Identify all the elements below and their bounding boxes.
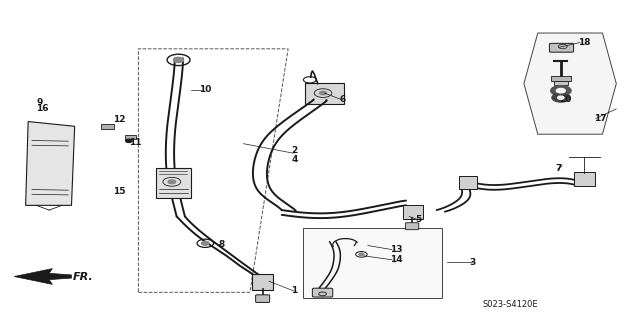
Circle shape	[125, 139, 132, 142]
FancyBboxPatch shape	[554, 81, 568, 85]
Text: 20: 20	[559, 95, 572, 104]
Text: 3: 3	[470, 258, 476, 267]
Text: 17: 17	[594, 114, 607, 123]
Text: S023-S4120E: S023-S4120E	[483, 300, 538, 309]
FancyBboxPatch shape	[573, 173, 595, 186]
FancyBboxPatch shape	[252, 274, 273, 290]
Text: 6: 6	[339, 95, 346, 104]
Text: FR.: FR.	[73, 271, 93, 281]
Polygon shape	[26, 122, 75, 205]
Circle shape	[173, 57, 184, 63]
Text: 10: 10	[199, 85, 211, 94]
FancyBboxPatch shape	[405, 223, 419, 230]
Text: 15: 15	[113, 187, 125, 196]
Circle shape	[556, 88, 565, 93]
Text: 9: 9	[36, 98, 43, 107]
FancyBboxPatch shape	[303, 228, 442, 298]
Text: 13: 13	[390, 245, 403, 254]
FancyBboxPatch shape	[156, 168, 191, 198]
FancyBboxPatch shape	[101, 124, 114, 129]
FancyBboxPatch shape	[550, 76, 571, 81]
FancyBboxPatch shape	[459, 176, 477, 189]
Circle shape	[550, 85, 571, 96]
Circle shape	[557, 96, 564, 99]
Text: 14: 14	[390, 255, 403, 264]
FancyBboxPatch shape	[549, 43, 573, 52]
FancyBboxPatch shape	[305, 83, 344, 104]
Text: 12: 12	[113, 115, 125, 124]
FancyBboxPatch shape	[403, 205, 423, 219]
Text: 18: 18	[578, 38, 591, 47]
Text: 1: 1	[291, 286, 298, 295]
Polygon shape	[14, 269, 72, 285]
FancyBboxPatch shape	[312, 288, 333, 297]
Text: 7: 7	[556, 165, 562, 174]
Circle shape	[319, 91, 326, 95]
Text: 11: 11	[129, 137, 141, 147]
FancyBboxPatch shape	[255, 295, 269, 302]
Circle shape	[168, 180, 175, 184]
FancyBboxPatch shape	[125, 135, 136, 139]
Text: 8: 8	[218, 241, 224, 249]
Text: 5: 5	[415, 215, 422, 224]
Circle shape	[202, 241, 209, 245]
Polygon shape	[524, 33, 616, 134]
Text: 2: 2	[291, 145, 298, 154]
Circle shape	[552, 93, 570, 102]
Circle shape	[359, 253, 364, 256]
Text: 4: 4	[291, 155, 298, 164]
Text: 16: 16	[36, 104, 49, 113]
